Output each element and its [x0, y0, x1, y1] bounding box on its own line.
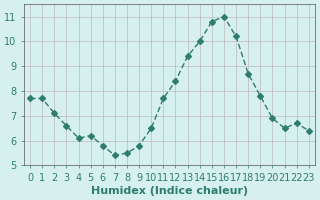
- X-axis label: Humidex (Indice chaleur): Humidex (Indice chaleur): [91, 186, 248, 196]
